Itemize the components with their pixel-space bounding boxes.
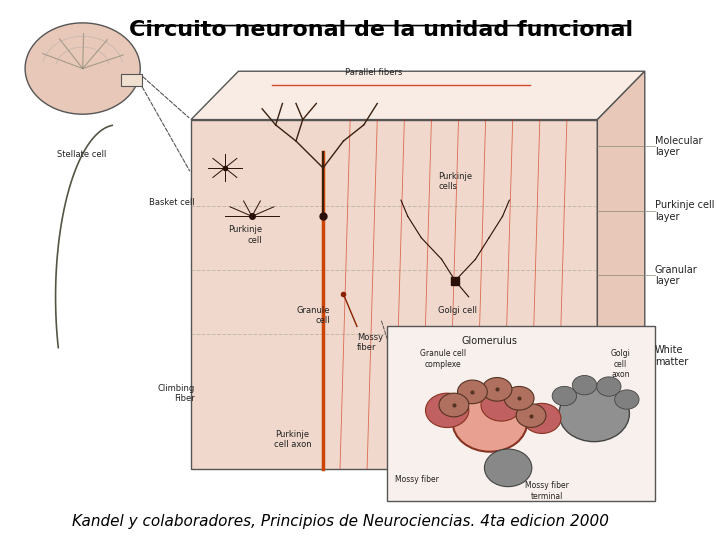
Text: Purkinje
cell axon: Purkinje cell axon (274, 429, 312, 449)
Circle shape (457, 380, 487, 404)
Text: Circuito neuronal de la unidad funcional: Circuito neuronal de la unidad funcional (129, 20, 633, 40)
Text: Basket cell: Basket cell (148, 198, 194, 207)
Text: Parallel fibers: Parallel fibers (345, 68, 402, 77)
Circle shape (615, 390, 639, 409)
Text: Mossy fiber
terminal: Mossy fiber terminal (526, 481, 570, 501)
Text: Mossy
fiber: Mossy fiber (357, 333, 383, 352)
Text: Stellate cell: Stellate cell (57, 150, 107, 159)
Polygon shape (191, 119, 598, 469)
Circle shape (485, 449, 532, 487)
Circle shape (426, 393, 469, 428)
Circle shape (572, 375, 597, 395)
Text: Granule
cell: Granule cell (297, 306, 330, 326)
Circle shape (439, 393, 469, 417)
Text: Purkinje
cell: Purkinje cell (228, 225, 262, 245)
Circle shape (482, 377, 512, 401)
Circle shape (597, 377, 621, 396)
Text: Climbing
Fiber: Climbing Fiber (157, 384, 194, 403)
Text: Purkinje cell
layer: Purkinje cell layer (655, 200, 714, 222)
Circle shape (552, 386, 577, 406)
Text: Granular
layer: Granular layer (655, 265, 698, 286)
Text: Purkinje
cells: Purkinje cells (438, 172, 472, 191)
Circle shape (559, 386, 629, 442)
Circle shape (504, 387, 534, 410)
Text: White
matter: White matter (655, 345, 688, 367)
Text: Kandel y colaboradores, Principios de Neurociencias. 4ta edicion 2000: Kandel y colaboradores, Principios de Ne… (71, 514, 608, 529)
Circle shape (516, 404, 546, 427)
Text: Granule cell
complexe: Granule cell complexe (420, 349, 466, 369)
Polygon shape (598, 71, 645, 469)
FancyBboxPatch shape (120, 74, 143, 86)
Circle shape (481, 389, 522, 421)
Circle shape (25, 23, 140, 114)
Circle shape (523, 403, 561, 434)
Polygon shape (191, 71, 645, 119)
Text: Golgi cell: Golgi cell (438, 306, 477, 315)
Text: Mossy fiber: Mossy fiber (395, 475, 438, 484)
Text: Glomerulus: Glomerulus (462, 336, 518, 346)
FancyBboxPatch shape (387, 326, 655, 501)
Text: Molecular
layer: Molecular layer (655, 136, 703, 157)
Circle shape (453, 393, 527, 452)
Text: Golgi
cell
axon: Golgi cell axon (611, 349, 630, 379)
